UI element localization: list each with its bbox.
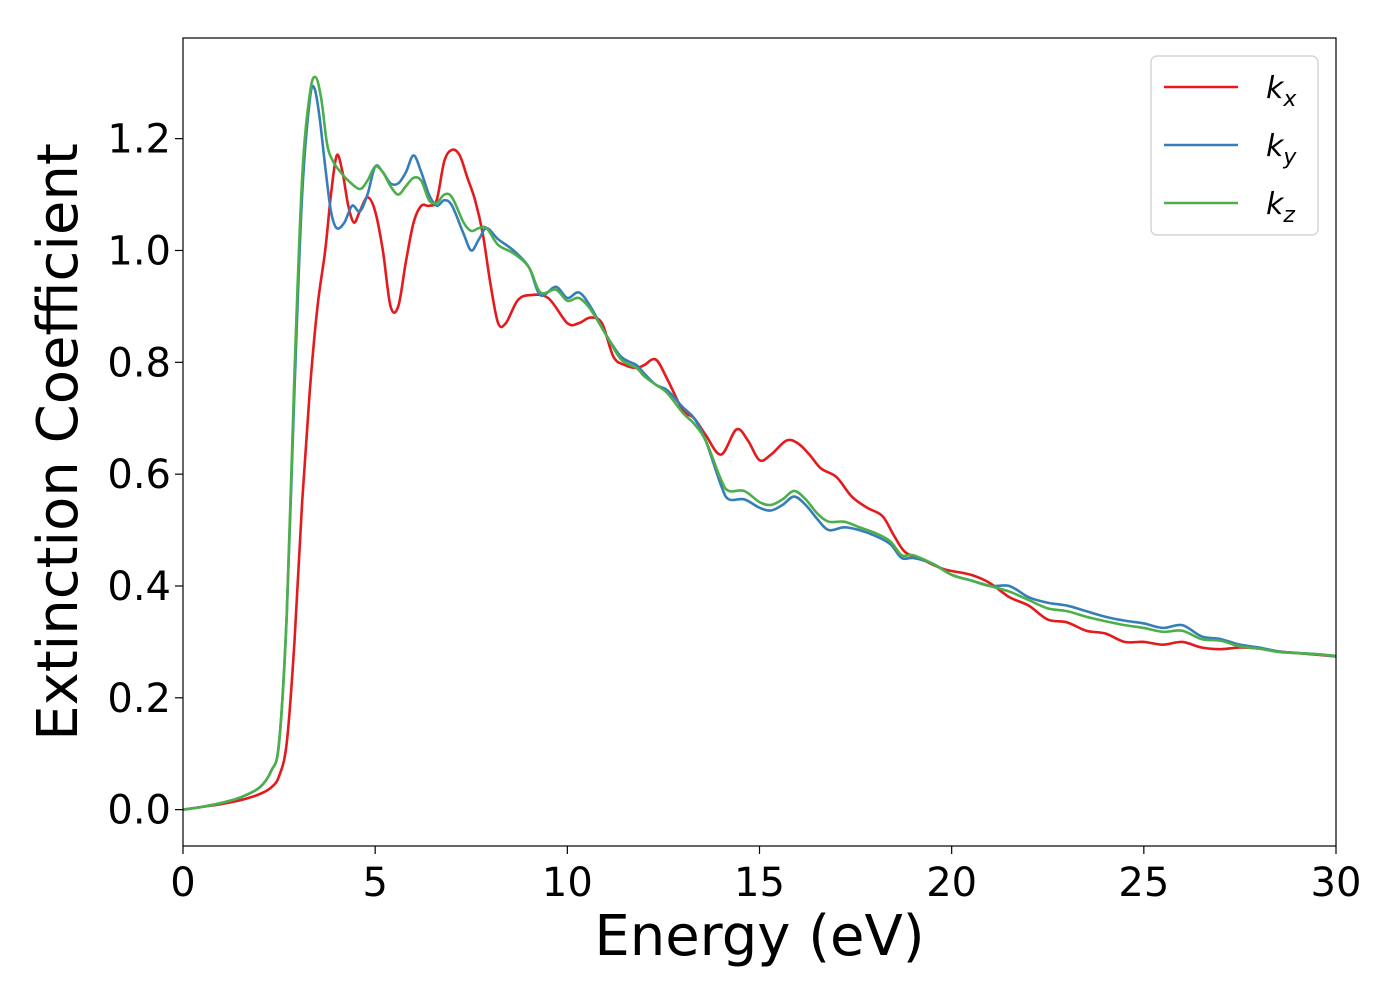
y-tick-label: 0.8: [107, 340, 171, 386]
y-axis: 0.0 0.2 0.4 0.6 0.8 1.0 1.2: [107, 117, 183, 834]
y-tick-label: 0.6: [107, 452, 171, 498]
x-tick-label: 5: [362, 860, 387, 906]
x-tick-label: 15: [734, 860, 785, 906]
x-tick-label: 0: [170, 860, 195, 906]
series-line-k-z: [182, 75, 1337, 811]
x-tick-label: 10: [542, 860, 593, 906]
x-tick-label: 25: [1118, 860, 1169, 906]
y-tick-label: 0.0: [107, 788, 171, 834]
x-tick-label: 30: [1311, 860, 1362, 906]
plot-frame: [182, 37, 1337, 847]
y-tick-label: 0.4: [107, 564, 171, 610]
y-tick-label: 1.2: [107, 117, 171, 163]
y-axis-title: Extinction Coefficient: [26, 143, 91, 741]
x-axis: 0 5 10 15 20 25 30: [170, 846, 1361, 906]
y-tick-label: 1.0: [107, 228, 171, 274]
x-axis-title: Energy (eV): [594, 904, 924, 969]
series-layer: [182, 75, 1337, 811]
x-tick-label: 20: [926, 860, 977, 906]
y-tick-label: 0.2: [107, 676, 171, 722]
